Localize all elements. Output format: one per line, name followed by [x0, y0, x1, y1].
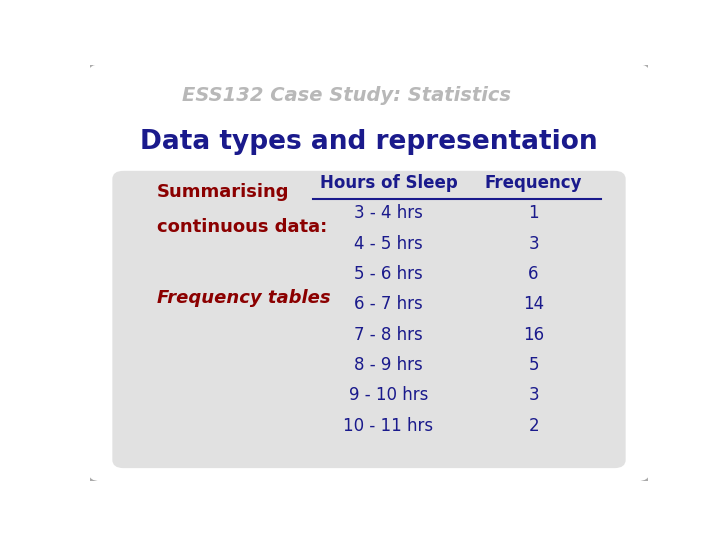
Text: 5 - 6 hrs: 5 - 6 hrs	[354, 265, 423, 283]
Text: 9 - 10 hrs: 9 - 10 hrs	[349, 386, 428, 404]
Text: Summarising: Summarising	[157, 183, 289, 201]
FancyBboxPatch shape	[87, 63, 651, 483]
Text: 3 - 4 hrs: 3 - 4 hrs	[354, 204, 423, 222]
Text: ESS132 Case Study: Statistics: ESS132 Case Study: Statistics	[182, 86, 511, 105]
Text: Data types and representation: Data types and representation	[140, 129, 598, 155]
Text: 3: 3	[528, 234, 539, 253]
Text: 8 - 9 hrs: 8 - 9 hrs	[354, 356, 423, 374]
Text: 1: 1	[528, 204, 539, 222]
Text: 6 - 7 hrs: 6 - 7 hrs	[354, 295, 423, 313]
Text: continuous data:: continuous data:	[157, 218, 327, 236]
Text: Hours of Sleep: Hours of Sleep	[320, 174, 457, 192]
Text: 10 - 11 hrs: 10 - 11 hrs	[343, 417, 433, 435]
Text: 16: 16	[523, 326, 544, 343]
Text: 6: 6	[528, 265, 539, 283]
FancyBboxPatch shape	[112, 171, 626, 468]
Text: 5: 5	[528, 356, 539, 374]
Text: 3: 3	[528, 386, 539, 404]
Text: 4 - 5 hrs: 4 - 5 hrs	[354, 234, 423, 253]
Text: Frequency: Frequency	[485, 174, 582, 192]
Text: 14: 14	[523, 295, 544, 313]
Text: 2: 2	[528, 417, 539, 435]
Text: Frequency tables: Frequency tables	[157, 289, 330, 307]
Text: 7 - 8 hrs: 7 - 8 hrs	[354, 326, 423, 343]
